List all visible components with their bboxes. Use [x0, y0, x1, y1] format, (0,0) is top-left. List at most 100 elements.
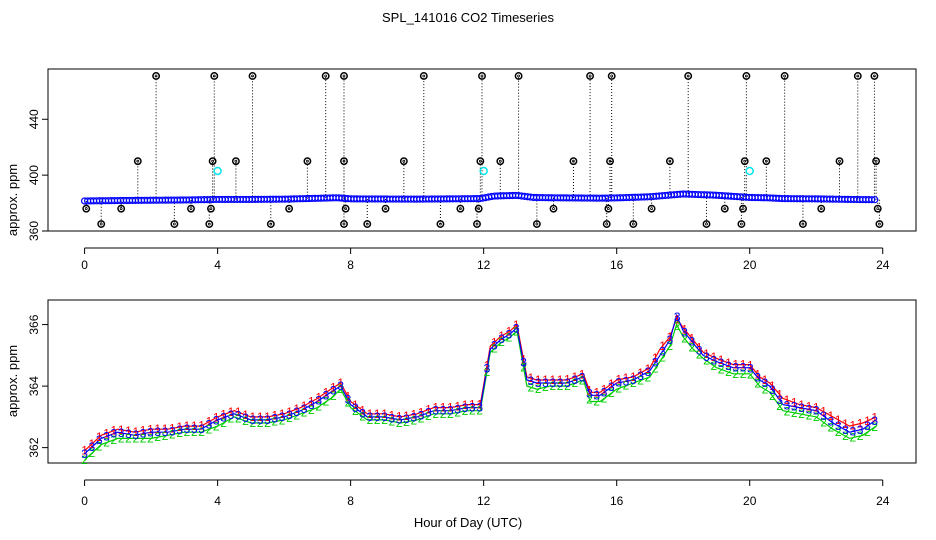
series-1-marker-79: 1 — [659, 339, 666, 353]
series-2-marker-5: 2 — [118, 431, 125, 445]
series-3-marker-62: 3 — [535, 376, 542, 390]
series-3-marker-41: 3 — [381, 410, 388, 424]
series-1-marker-24: 1 — [257, 410, 264, 424]
series-1-marker-74: 1 — [623, 371, 630, 385]
series-3-marker-11: 3 — [162, 425, 169, 439]
series-2-marker-12: 2 — [169, 427, 176, 441]
x-tick-label-12: 12 — [477, 494, 491, 508]
spike-point-5 — [170, 220, 179, 228]
series-1-marker-85: 1 — [703, 347, 710, 361]
series-1-marker-88: 1 — [725, 356, 732, 370]
series-3-marker-39: 3 — [367, 410, 374, 424]
series-3-marker-46: 3 — [418, 408, 425, 422]
spike-point-56 — [853, 72, 862, 80]
series-1-marker-95: 1 — [776, 388, 783, 402]
spike-point-inner-35 — [572, 159, 575, 163]
series-3-marker-10: 3 — [154, 425, 161, 439]
bottom-panel: 1 1 1 1 1 1 1 1 1 1 1 1 1 1 1 1 1 1 1 1 1 1 1 1 1 1 1 1 1 1 1 1 1 1 1 111 1 1… — [5, 299, 917, 508]
spike-point-inner-7 — [207, 222, 211, 226]
series-2-marker-83: 2 — [689, 341, 696, 355]
series-1-marker-101: 1 — [820, 405, 827, 419]
series-1-marker-94: 1 — [769, 379, 776, 393]
y-tick-label-366: 366 — [27, 314, 41, 334]
spike-point-inner-37 — [605, 222, 609, 226]
spike-point-15 — [303, 157, 312, 166]
series-3-marker-74: 3 — [623, 374, 630, 388]
spike-point-11 — [231, 157, 240, 166]
spike-point-inner-9 — [211, 159, 215, 163]
spike-point-inner-57 — [873, 74, 876, 78]
series-1-marker-16: 1 — [198, 419, 205, 433]
series-3-marker-73: 3 — [615, 376, 622, 390]
series-2-marker-17: 2 — [206, 422, 213, 436]
series-3-marker-8: 3 — [140, 427, 147, 441]
series-2-marker-86: 2 — [710, 359, 717, 373]
bottom-x-axis: 0 4 8 12 16 20 24 — [81, 479, 890, 508]
spike-point-inner-34 — [552, 207, 555, 211]
series-1-marker-29: 1 — [293, 402, 300, 416]
series-1-marker-90: 1 — [740, 358, 747, 372]
series-3-marker-50: 3 — [447, 404, 454, 418]
series-3-marker-17: 3 — [206, 418, 213, 432]
series-1-marker-76: 1 — [637, 366, 644, 380]
series-2-marker-4: 2 — [111, 433, 118, 447]
series-2-marker-28: 2 — [286, 411, 293, 425]
spike-point-inner-32 — [517, 74, 520, 78]
series-1-marker-40: 1 — [374, 407, 381, 421]
x-tick-label-8: 8 — [347, 494, 354, 508]
series-3-marker-84: 3 — [696, 343, 703, 357]
spike-point-4 — [152, 72, 161, 80]
series-1-marker-14: 1 — [184, 419, 191, 433]
series-2-marker-23: 2 — [250, 416, 257, 430]
series-3-marker-83: 3 — [689, 334, 696, 348]
series-1-marker-19: 1 — [220, 408, 227, 422]
spike-point-42 — [647, 204, 656, 213]
spike-point-inner-10 — [212, 74, 216, 78]
series-line-3 — [84, 313, 877, 455]
series-3-marker-38: 3 — [359, 406, 366, 420]
x-axis-label: Hour of Day (UTC) — [414, 515, 522, 530]
top-y-axis: 360 400 440 — [27, 109, 49, 241]
series-3-marker-48: 3 — [432, 404, 439, 418]
series-1-marker-67: 1 — [571, 370, 578, 384]
spike-point-inner-6 — [189, 207, 193, 211]
series-3-marker-32: 3 — [315, 394, 322, 408]
series-3-marker-13: 3 — [176, 423, 183, 437]
series-1-marker-89: 1 — [732, 358, 739, 372]
top-x-axis: 0 4 8 12 16 20 24 — [81, 247, 890, 272]
spike-point-inner-20 — [342, 74, 346, 78]
series-2-marker-34: 2 — [330, 389, 337, 403]
series-2-marker-57: 2 — [498, 335, 505, 349]
series-1-marker-60: 1 — [520, 352, 527, 366]
series-2-marker-36: 2 — [345, 396, 352, 410]
series-3-marker-87: 3 — [718, 356, 725, 370]
series-3-marker-63: 3 — [542, 376, 549, 390]
spike-point-6 — [187, 204, 195, 213]
series-2-marker-16: 2 — [198, 425, 205, 439]
series-1-marker-10: 1 — [154, 422, 161, 436]
series-3-marker-3: 3 — [103, 429, 110, 443]
cyan-point-2 — [745, 166, 754, 176]
spike-point-54 — [817, 204, 826, 213]
series-2-marker-52: 2 — [462, 404, 469, 418]
series-3-marker-76: 3 — [637, 369, 644, 383]
spike-point-inner-31 — [498, 159, 502, 163]
spike-point-43 — [665, 157, 674, 166]
spike-point-20 — [340, 72, 348, 80]
series-3-marker-68: 3 — [579, 370, 586, 384]
series-3-marker-4: 3 — [111, 427, 118, 441]
spike-point-inner-25 — [439, 222, 442, 226]
series-1-marker-8: 1 — [140, 424, 147, 438]
series-1-marker-68: 1 — [579, 367, 586, 381]
series-1-marker-61: 1 — [528, 371, 535, 385]
spike-point-inner-29 — [478, 159, 482, 163]
series-3-marker-52: 3 — [462, 401, 469, 415]
series-2-marker-33: 2 — [323, 395, 330, 409]
series-3-marker-78: 3 — [652, 356, 659, 370]
series-2-marker-91: 2 — [747, 368, 754, 382]
series-1-marker-65: 1 — [557, 373, 564, 387]
series-2-marker-7: 2 — [132, 431, 139, 445]
series-2-marker-32: 2 — [315, 400, 322, 414]
series-3-marker-72: 3 — [608, 380, 615, 394]
series-1-marker-5: 1 — [118, 423, 125, 437]
